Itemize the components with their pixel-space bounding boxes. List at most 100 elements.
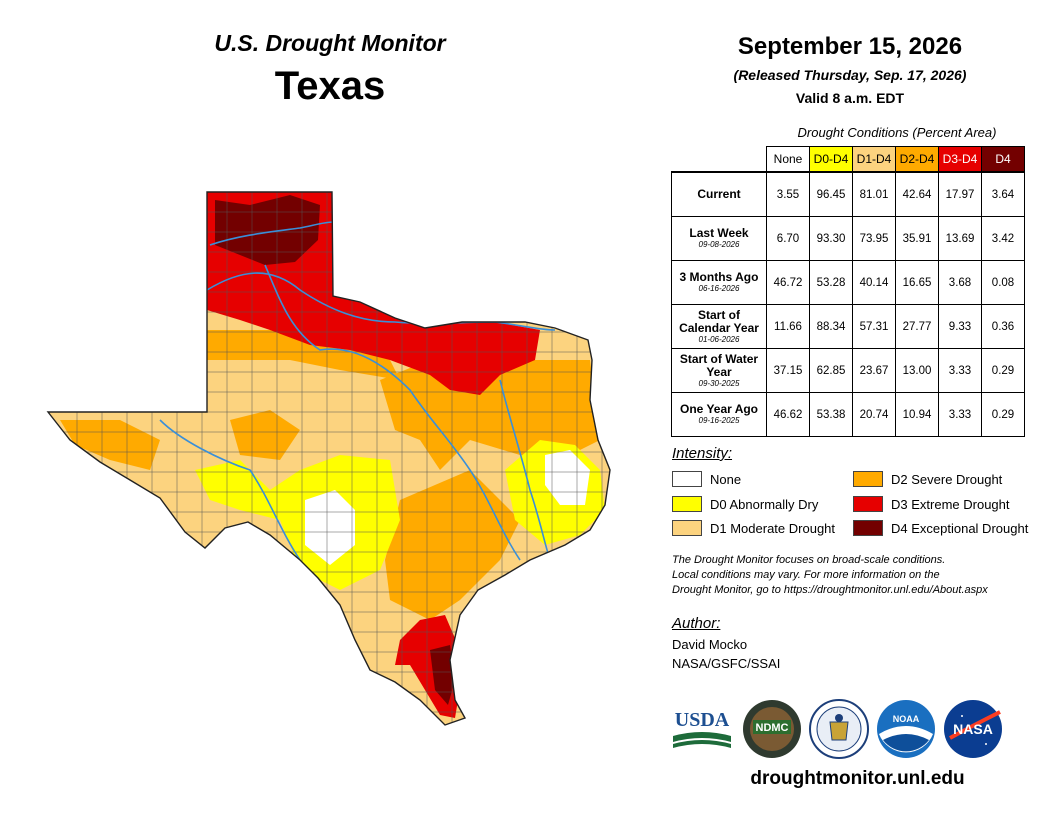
state-title: Texas <box>274 64 386 108</box>
legend-swatch <box>672 471 702 487</box>
table-cell: 17.97 <box>938 171 982 217</box>
d2-region-south-central <box>385 470 520 620</box>
intensity-legend-title: Intensity: <box>672 445 733 462</box>
legend-label: D2 Severe Drought <box>891 471 1003 487</box>
table-cell: 0.29 <box>981 348 1025 393</box>
table-cell: 0.29 <box>981 392 1025 437</box>
col-header-d1-d4: D1-D4 <box>852 146 896 173</box>
d0-region-edwards <box>195 455 400 590</box>
col-header-d2-d4: D2-D4 <box>895 146 939 173</box>
table-cell: 11.66 <box>766 304 810 349</box>
row-label-text: Current <box>697 187 741 201</box>
table-row: Start of Water Year 09-30-2025 37.15 62.8… <box>671 348 1025 393</box>
table-cell: 53.38 <box>809 392 853 437</box>
legend-item: D4 Exceptional Drought <box>853 520 1028 536</box>
noaa-logo-text: NOAA <box>893 714 920 724</box>
ndmc-logo: NDMC <box>743 700 801 758</box>
drought-conditions-table: None D0-D4 D1-D4 D2-D4 D3-D4 D4 Current … <box>671 146 1025 437</box>
legend-label: D4 Exceptional Drought <box>891 520 1029 536</box>
row-sublabel: 09-16-2025 <box>698 416 740 425</box>
legend-item: D3 Extreme Drought <box>853 496 1010 512</box>
col-header-d4: D4 <box>981 146 1025 173</box>
noaa-logo: NOAA <box>877 700 935 758</box>
website-link[interactable]: droughtmonitor.unl.edu <box>750 768 965 789</box>
row-label: One Year Ago 09-16-2025 <box>671 392 767 437</box>
row-label: Start of Calendar Year 01-06-2026 <box>671 304 767 349</box>
map-date: September 15, 2026 <box>737 33 963 60</box>
table-row: Current 3.55 96.45 81.01 42.64 17.97 3.6… <box>671 171 1025 217</box>
release-date: (Released Thursday, Sep. 17, 2026) <box>733 67 967 83</box>
valid-time: Valid 8 a.m. EDT <box>795 90 905 106</box>
legend-label: D0 Abnormally Dry <box>710 496 819 512</box>
row-sublabel: 09-30-2025 <box>698 378 740 388</box>
row-label-text: One Year Ago <box>679 402 759 416</box>
nasa-logo: NASA <box>944 700 1002 758</box>
table-cell: 3.64 <box>981 171 1025 217</box>
table-cell: 35.91 <box>895 216 939 261</box>
table-cell: 9.33 <box>938 304 982 349</box>
legend-swatch <box>672 496 702 512</box>
ndmc-logo-text: NDMC <box>756 722 789 734</box>
rivers <box>159 221 556 561</box>
row-label: 3 Months Ago 06-16-2026 <box>671 260 767 305</box>
author-title: Author: <box>672 615 721 632</box>
d2-region-far-west <box>60 420 160 470</box>
legend-item: None <box>672 471 741 487</box>
row-sublabel: 06-16-2026 <box>698 284 740 293</box>
doc-seal-logo <box>809 699 869 759</box>
row-label-text: 3 Months Ago <box>679 270 759 284</box>
usda-logo: USDA <box>673 709 731 748</box>
legend-label: D3 Extreme Drought <box>891 496 1010 512</box>
legend-label: D1 Moderate Drought <box>710 520 836 536</box>
author-org: NASA/GSFC/SSAI <box>672 656 781 671</box>
table-cell: 27.77 <box>895 304 939 349</box>
table-cell: 73.95 <box>852 216 896 261</box>
table-header-row: None D0-D4 D1-D4 D2-D4 D3-D4 D4 <box>672 146 1025 173</box>
row-label-text: Last Week <box>689 226 749 240</box>
drought-areas <box>48 192 610 725</box>
row-sublabel: 09-08-2026 <box>698 240 740 249</box>
usda-logo-text: USDA <box>675 709 730 731</box>
monitor-title: U.S. Drought Monitor <box>214 30 446 56</box>
table-cell: 3.55 <box>766 171 810 217</box>
table-cell: 42.64 <box>895 171 939 217</box>
table-cell: 53.28 <box>809 260 853 305</box>
table-row: Last Week 09-08-2026 6.70 93.30 73.95 35.… <box>671 216 1025 261</box>
disclaimer-note: The Drought Monitor focuses on broad-sca… <box>672 553 1052 598</box>
legend-item: D2 Severe Drought <box>853 471 1002 487</box>
table-cell: 3.68 <box>938 260 982 305</box>
table-cell: 46.72 <box>766 260 810 305</box>
legend-swatch <box>853 471 883 487</box>
none-region-hill-country <box>305 490 355 565</box>
note-line: The Drought Monitor focuses on broad-sca… <box>672 554 946 566</box>
row-label: Current <box>671 171 767 217</box>
table-cell: 0.08 <box>981 260 1025 305</box>
nasa-logo-text: NASA <box>953 721 993 737</box>
table-cell: 13.00 <box>895 348 939 393</box>
row-label-text: Start of Calendar Year <box>679 307 759 335</box>
table-cell: 57.31 <box>852 304 896 349</box>
row-label: Start of Water Year 09-30-2025 <box>671 348 767 393</box>
row-label: Last Week 09-08-2026 <box>671 216 767 261</box>
table-cell: 6.70 <box>766 216 810 261</box>
table-cell: 3.33 <box>938 392 982 437</box>
legend-swatch <box>853 496 883 512</box>
legend-swatch <box>853 520 883 536</box>
table-row: 3 Months Ago 06-16-2026 46.72 53.28 40.14… <box>671 260 1025 305</box>
table-cell: 3.33 <box>938 348 982 393</box>
table-row: Start of Calendar Year 01-06-2026 11.66 8… <box>671 304 1025 349</box>
table-cell: 93.30 <box>809 216 853 261</box>
table-cell: 81.01 <box>852 171 896 217</box>
table-cell: 13.69 <box>938 216 982 261</box>
legend-label: None <box>710 471 742 487</box>
table-cell: 16.65 <box>895 260 939 305</box>
texas-drought-map <box>46 191 611 726</box>
table-cell: 62.85 <box>809 348 853 393</box>
table-cell: 10.94 <box>895 392 939 437</box>
note-line[interactable]: Drought Monitor, go to https://droughtmo… <box>672 584 988 596</box>
legend-swatch <box>672 520 702 536</box>
table-cell: 96.45 <box>809 171 853 217</box>
table-cell: 23.67 <box>852 348 896 393</box>
table-cell: 3.42 <box>981 216 1025 261</box>
texas-outline <box>46 191 611 726</box>
